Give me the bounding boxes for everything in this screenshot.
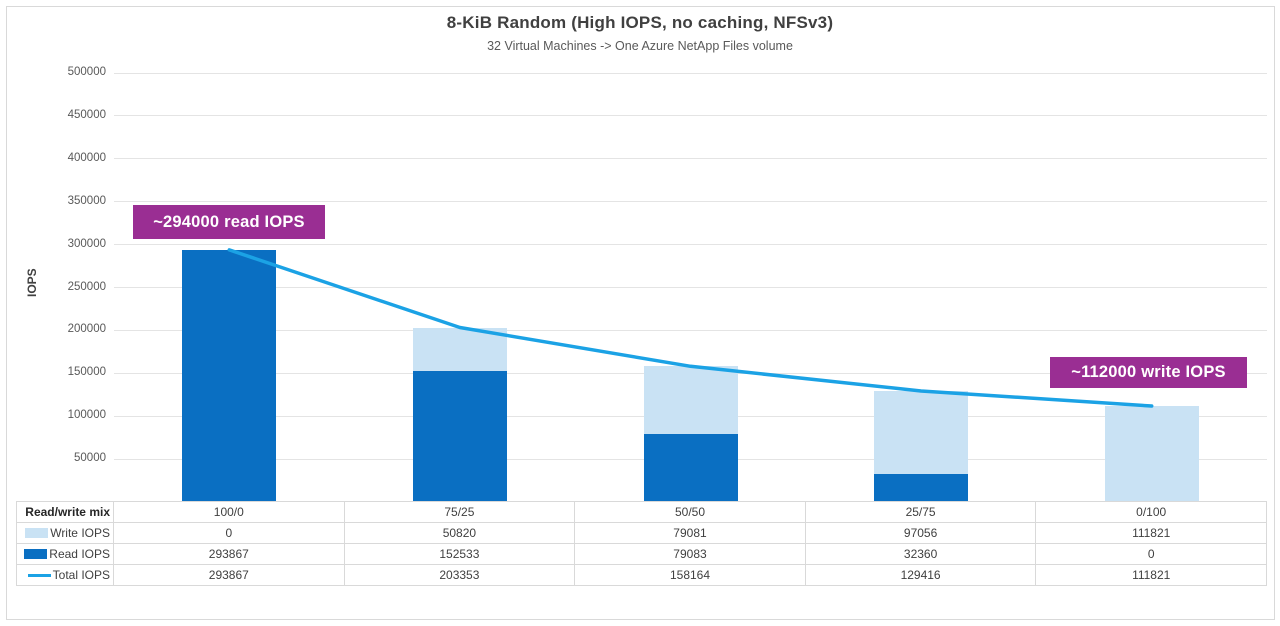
table-category-cell-text: 100/0 bbox=[213, 505, 244, 519]
table-value-cell-text: 152533 bbox=[439, 547, 480, 561]
y-tick-label: 450000 bbox=[67, 108, 106, 121]
table-category-cell-text: 0/100 bbox=[1136, 505, 1167, 519]
table-value-cell: 79081 bbox=[574, 522, 806, 544]
table-value-cell-text: 50820 bbox=[442, 526, 477, 540]
y-tick-label: 350000 bbox=[67, 194, 106, 207]
y-tick-label: 100000 bbox=[67, 409, 106, 422]
table-value-cell: 32360 bbox=[804, 543, 1037, 565]
table-value-cell: 111821 bbox=[1035, 564, 1267, 586]
table-value-cell: 0 bbox=[113, 522, 345, 544]
bar-read-segment bbox=[874, 474, 969, 502]
annotation-write-iops: ~112000 write IOPS bbox=[1050, 357, 1247, 388]
chart-title: 8-KiB Random (High IOPS, no caching, NFS… bbox=[446, 13, 834, 32]
gridline bbox=[114, 115, 1267, 117]
table-value-cell: 158164 bbox=[574, 564, 806, 586]
bar-read-segment bbox=[412, 371, 507, 502]
y-tick-label: 400000 bbox=[67, 151, 106, 164]
gridline bbox=[114, 244, 1267, 246]
table-value-cell: 152533 bbox=[343, 543, 576, 565]
y-tick-label: 300000 bbox=[67, 237, 106, 250]
table-value-cell-text: 97056 bbox=[903, 526, 938, 540]
table-value-cell-text: 203353 bbox=[439, 568, 480, 582]
table-value-cell-text: 293867 bbox=[208, 547, 249, 561]
table-value-cell-text: 129416 bbox=[900, 568, 941, 582]
bar-write-segment bbox=[874, 390, 969, 475]
table-value-cell: 79083 bbox=[574, 543, 806, 565]
table-value-cell-text: 0 bbox=[225, 526, 233, 540]
bar-read-segment bbox=[643, 434, 738, 502]
table-value-cell: 97056 bbox=[804, 522, 1037, 544]
gridline bbox=[114, 329, 1267, 331]
table-value-cell-text: 79081 bbox=[673, 526, 707, 540]
table-value-cell-text: 0 bbox=[1147, 547, 1155, 561]
table-value-cell: 293867 bbox=[113, 543, 345, 565]
table-value-cell: 111821 bbox=[1035, 522, 1267, 544]
gridline bbox=[114, 72, 1267, 74]
table-value-cell-text: 158164 bbox=[669, 568, 711, 582]
bar-write-segment bbox=[643, 366, 738, 435]
gridline bbox=[114, 158, 1267, 160]
table-series-label-text: Write IOPS bbox=[50, 526, 110, 540]
table-category-cell: 100/0 bbox=[113, 501, 345, 523]
annotation-read-iops: ~294000 read IOPS bbox=[133, 205, 325, 239]
table-category-cell: 50/50 bbox=[574, 501, 806, 523]
table-value-cell-text: 32360 bbox=[903, 547, 938, 561]
legend-swatch-write-iops bbox=[25, 528, 49, 538]
y-tick-label: 250000 bbox=[67, 280, 106, 293]
table-category-cell-text: 50/50 bbox=[674, 505, 705, 519]
table-series-label: Read IOPS bbox=[16, 543, 114, 565]
y-tick-label: 150000 bbox=[67, 366, 106, 379]
table-series-label: Total IOPS bbox=[16, 564, 114, 586]
table-value-cell: 129416 bbox=[804, 564, 1037, 586]
legend-swatch-total-iops bbox=[27, 573, 51, 577]
gridline bbox=[114, 287, 1267, 288]
table-category-cell-text: 25/75 bbox=[905, 505, 936, 519]
table-header-label: Read/write mix bbox=[16, 501, 114, 523]
table-value-cell-text: 111821 bbox=[1132, 568, 1171, 582]
table-category-cell: 25/75 bbox=[804, 501, 1037, 523]
table-category-cell: 0/100 bbox=[1035, 501, 1267, 523]
legend-swatch-read-iops bbox=[24, 549, 48, 559]
gridline bbox=[114, 201, 1267, 203]
table-value-cell-text: 111821 bbox=[1132, 526, 1171, 540]
table-value-cell: 50820 bbox=[343, 522, 576, 544]
bar-write-segment bbox=[412, 327, 507, 372]
bar-write-segment bbox=[1104, 406, 1199, 502]
y-tick-label: 50000 bbox=[74, 452, 106, 465]
table-category-cell: 75/25 bbox=[343, 501, 576, 523]
chart-subtitle: 32 Virtual Machines -> One Azure NetApp … bbox=[487, 39, 793, 53]
table-value-cell-text: 293867 bbox=[208, 568, 249, 582]
table-value-cell-text: 79083 bbox=[673, 547, 707, 561]
table-value-cell: 203353 bbox=[343, 564, 576, 586]
table-series-label-text: Total IOPS bbox=[52, 568, 110, 582]
table-series-label: Write IOPS bbox=[16, 522, 114, 544]
table-value-cell: 0 bbox=[1035, 543, 1267, 565]
table-header-label-text: Read/write mix bbox=[25, 505, 110, 519]
y-tick-label: 200000 bbox=[67, 323, 106, 336]
y-tick-label: 500000 bbox=[67, 66, 106, 78]
table-category-cell-text: 75/25 bbox=[444, 505, 475, 519]
bar-read-segment bbox=[182, 249, 277, 502]
table-series-label-text: Read IOPS bbox=[49, 547, 110, 561]
table-value-cell: 293867 bbox=[113, 564, 345, 586]
data-table: Read/write mix 100/0 75/25 50/50 25/75 0/100 W… bbox=[16, 501, 1267, 586]
